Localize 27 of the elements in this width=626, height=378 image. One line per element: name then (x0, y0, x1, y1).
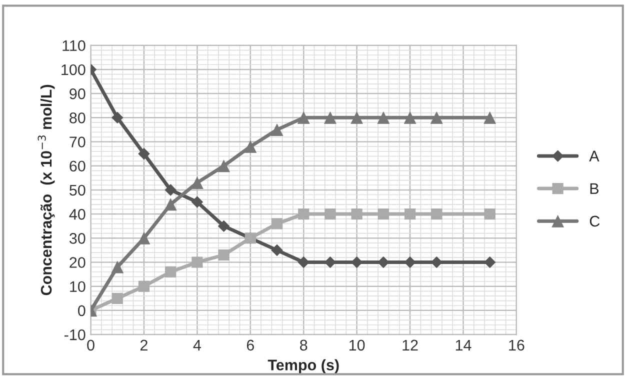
y-tick-label: 0 (78, 305, 86, 316)
x-axis-title: Tempo (s) (268, 359, 339, 374)
y-tick-label: 10 (70, 281, 86, 292)
y-tick-label: 100 (62, 64, 86, 76)
legend-label: B (590, 183, 599, 194)
legend-label: A (589, 150, 600, 162)
y-tick-label: 30 (70, 233, 86, 244)
x-tick-label: 2 (140, 340, 148, 350)
x-tick-label: 10 (349, 340, 365, 351)
y-tick-label: 40 (69, 208, 86, 220)
y-axis-title: Concentração (x 10$^{−3}$ mol/L) (38, 84, 55, 296)
x-tick-label: 0 (87, 340, 94, 351)
legend-label: C (590, 216, 600, 227)
y-tick-label: 50 (70, 184, 86, 196)
x-tick-label: 12 (402, 340, 418, 350)
x-tick-label: 16 (509, 340, 524, 351)
y-tick-label: -10 (64, 329, 86, 340)
y-tick-label: 20 (70, 257, 86, 268)
y-tick-label: 60 (70, 160, 86, 172)
y-tick-label: 110 (62, 40, 86, 52)
y-tick-label: 70 (70, 136, 86, 148)
y-tick-label: 90 (70, 88, 86, 100)
x-tick-label: 6 (246, 340, 254, 351)
y-tick-label: 80 (70, 112, 86, 124)
x-tick-label: 4 (193, 340, 201, 350)
x-tick-label: 8 (300, 340, 308, 351)
x-tick-label: 14 (456, 340, 472, 350)
